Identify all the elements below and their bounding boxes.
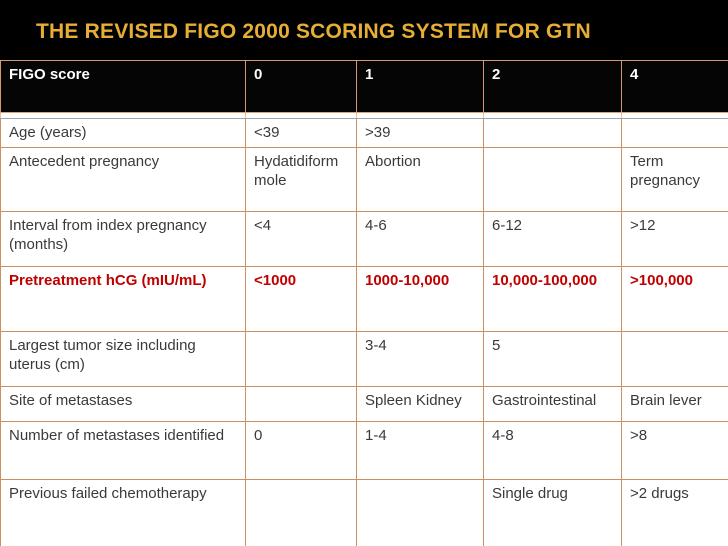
cell-value: [245, 478, 357, 546]
table-row: Pretreatment hCG (mIU/mL) <1000 1000-10,00…: [0, 265, 728, 332]
column-header-score-0: 0: [245, 60, 357, 113]
row-label: Site of metastases: [0, 385, 246, 422]
table-body: Age (years) <39 >39 Antecedent pregnancy Hyd…: [0, 118, 728, 546]
cell-value: [621, 330, 728, 387]
cell-value: >8: [621, 420, 728, 480]
cell-value: 0: [245, 420, 357, 480]
row-label: Largest tumor size including uterus (cm): [0, 330, 246, 387]
cell-value: 5: [483, 330, 622, 387]
row-label: Interval from index pregnancy (months): [0, 210, 246, 267]
cell-value: Brain lever: [621, 385, 728, 422]
column-header-criteria: FIGO score: [0, 60, 246, 113]
table-row: Previous failed chemotherapy Single drug >…: [0, 478, 728, 546]
cell-value: Spleen Kidney: [356, 385, 484, 422]
slide-title: THE REVISED FIGO 2000 SCORING SYSTEM FOR…: [36, 20, 591, 43]
cell-value: [356, 478, 484, 546]
row-label: Age (years): [0, 118, 246, 148]
row-label: Previous failed chemotherapy: [0, 478, 246, 546]
column-header-score-1: 1: [356, 60, 484, 113]
cell-value: 3-4: [356, 330, 484, 387]
cell-value: [483, 146, 622, 212]
cell-value: [621, 118, 728, 148]
row-label: Pretreatment hCG (mIU/mL): [0, 265, 246, 332]
cell-value: >12: [621, 210, 728, 267]
cell-value: >2 drugs: [621, 478, 728, 546]
cell-value: <1000: [245, 265, 357, 332]
cell-value: [245, 385, 357, 422]
cell-value: >100,000: [621, 265, 728, 332]
cell-value: 1000-10,000: [356, 265, 484, 332]
cell-value: 4-6: [356, 210, 484, 267]
table-row: Largest tumor size including uterus (cm)…: [0, 330, 728, 387]
cell-value: <4: [245, 210, 357, 267]
table-row: Site of metastases Spleen Kidney Gastroint…: [0, 385, 728, 422]
cell-value: 1-4: [356, 420, 484, 480]
cell-value: 4-8: [483, 420, 622, 480]
cell-value: Term pregnancy: [621, 146, 728, 212]
table-row: Age (years) <39 >39: [0, 118, 728, 148]
cell-value: >39: [356, 118, 484, 148]
figo-scoring-table: FIGO score 0 1 2 4 Age (years) <39 >39 Ante…: [0, 60, 728, 546]
column-header-score-2: 2: [483, 60, 622, 113]
table-row: Number of metastases identified 0 1-4 4-8 >8: [0, 420, 728, 480]
row-label: Number of metastases identified: [0, 420, 246, 480]
column-header-score-4: 4: [621, 60, 728, 113]
cell-value: Abortion: [356, 146, 484, 212]
cell-value: 10,000-100,000: [483, 265, 622, 332]
cell-value: <39: [245, 118, 357, 148]
header-spacer-row: [0, 112, 728, 119]
cell-value: Single drug: [483, 478, 622, 546]
cell-value: 6-12: [483, 210, 622, 267]
row-label: Antecedent pregnancy: [0, 146, 246, 212]
cell-value: [245, 330, 357, 387]
cell-value: Gastrointestinal: [483, 385, 622, 422]
table-row: Interval from index pregnancy (months) <4…: [0, 210, 728, 267]
table-header-row: FIGO score 0 1 2 4: [0, 60, 728, 113]
cell-value: Hydatidiform mole: [245, 146, 357, 212]
cell-value: [483, 118, 622, 148]
table-row: Antecedent pregnancy Hydatidiform mole Abo…: [0, 146, 728, 212]
